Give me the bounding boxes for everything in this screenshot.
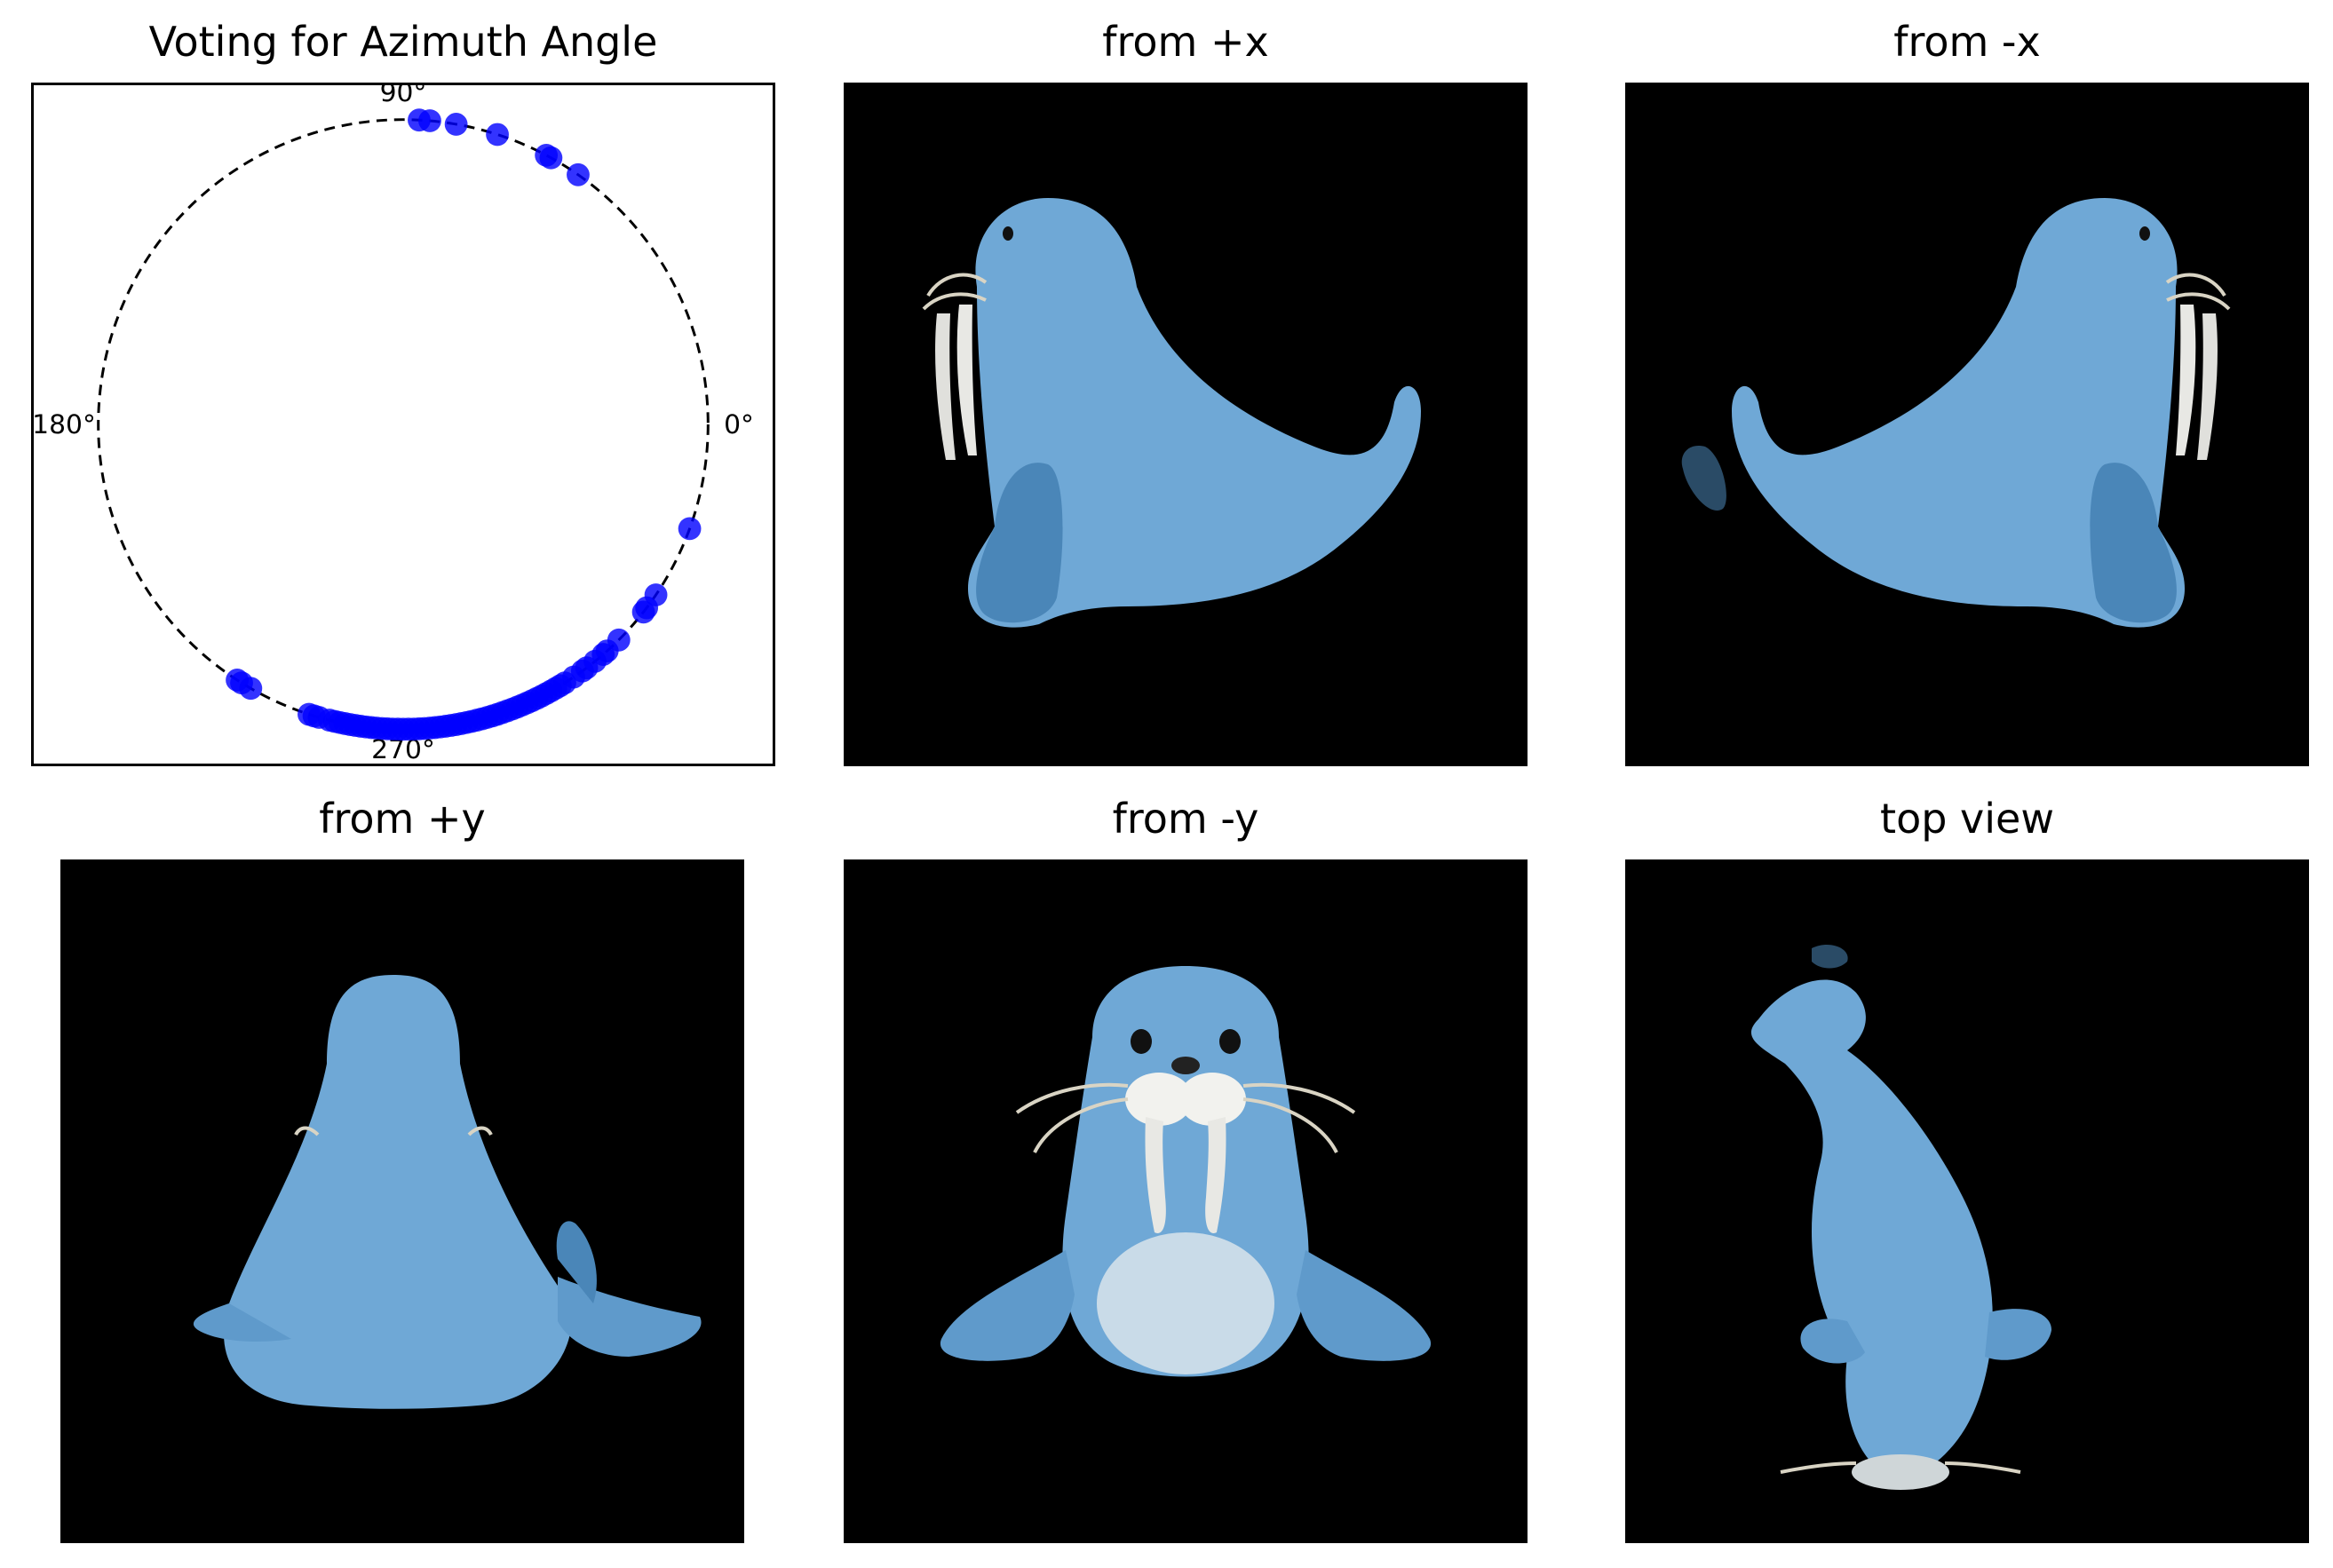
view-from-plus-y	[60, 859, 744, 1543]
view-from-minus-y	[844, 859, 1528, 1543]
vote-point	[298, 702, 321, 726]
walrus-back-render	[193, 975, 702, 1409]
walrus-front-render	[940, 966, 1432, 1377]
azimuth-vote-chart: 0° 90° 180° 270°	[31, 83, 775, 766]
vote-point	[444, 113, 468, 136]
angle-tick-label: 0°	[724, 409, 754, 440]
vote-point	[486, 123, 509, 147]
view-from-minus-x	[1625, 83, 2309, 766]
view-top	[1625, 859, 2309, 1543]
angle-tick-label: 180°	[34, 409, 96, 440]
walrus-figure	[922, 198, 1421, 628]
vote-point	[539, 146, 563, 170]
walrus-figure	[1681, 198, 2231, 628]
view-ny-title: from -y	[1112, 795, 1259, 843]
walrus-figure	[1750, 944, 2051, 1490]
walrus-side-left-render	[922, 198, 1421, 628]
angle-tick-label: 90°	[380, 85, 427, 108]
view-px-title: from +x	[1102, 18, 1269, 66]
vote-point	[226, 669, 249, 692]
azimuth-vote-plot: 0°90°180°270°	[34, 85, 754, 764]
walrus-figure	[193, 975, 702, 1409]
view-from-plus-x	[844, 83, 1528, 766]
walrus-figure	[940, 966, 1432, 1377]
walrus-side-right-render	[1681, 198, 2231, 628]
vote-point	[631, 600, 655, 624]
vote-point	[567, 162, 590, 186]
view-top-title: top view	[1880, 795, 2054, 843]
vote-point	[678, 517, 702, 541]
vote-chart-title: Voting for Azimuth Angle	[148, 18, 658, 66]
view-py-title: from +y	[319, 795, 486, 843]
walrus-top-render	[1750, 944, 2051, 1490]
vote-point	[418, 109, 441, 132]
view-nx-title: from -x	[1893, 18, 2041, 66]
